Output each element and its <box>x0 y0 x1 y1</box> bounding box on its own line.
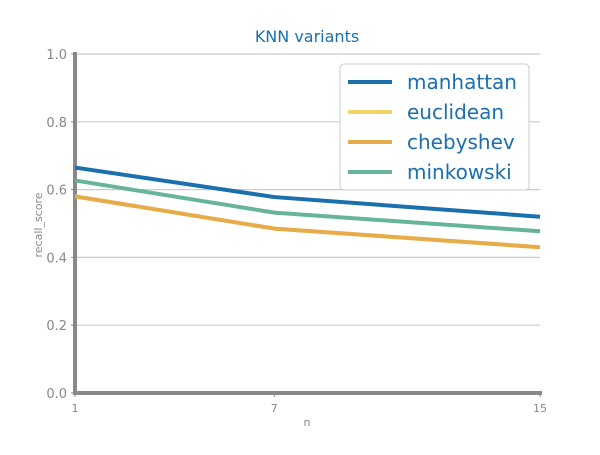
x-axis-label: n <box>304 416 311 429</box>
y-tick-label: 0.0 <box>46 387 67 402</box>
legend-label-euclidean: euclidean <box>407 100 504 124</box>
legend-label-manhattan: manhattan <box>407 70 517 94</box>
y-tick-label: 0.6 <box>46 184 67 199</box>
series-lines <box>74 165 541 250</box>
y-tick-label: 0.8 <box>46 116 67 131</box>
x-tick-label: 7 <box>271 402 278 415</box>
y-tick-label: 0.2 <box>46 319 67 334</box>
y-tick-label: 1.0 <box>46 48 67 63</box>
chart-title: KNN variants <box>255 27 359 46</box>
y-axis-ticks: 0.0 0.2 0.4 0.6 0.8 1.0 <box>46 48 75 402</box>
x-tick-label: 15 <box>533 402 547 415</box>
legend-box <box>339 63 530 191</box>
series-line-chebyshev <box>74 194 541 250</box>
series-line-minkowski <box>74 178 541 234</box>
y-axis-label: recall_score <box>32 192 45 257</box>
series-line-manhattan <box>74 165 541 219</box>
legend-label-chebyshev: chebyshev <box>407 130 515 154</box>
series-line-euclidean <box>74 194 541 250</box>
x-axis-ticks: 1 7 15 <box>72 393 547 415</box>
legend-label-minkowski: minkowski <box>407 160 512 184</box>
legend: manhattan euclidean chebyshev minkowski <box>339 63 530 191</box>
x-tick-label: 1 <box>72 402 79 415</box>
y-tick-label: 0.4 <box>46 251 67 266</box>
